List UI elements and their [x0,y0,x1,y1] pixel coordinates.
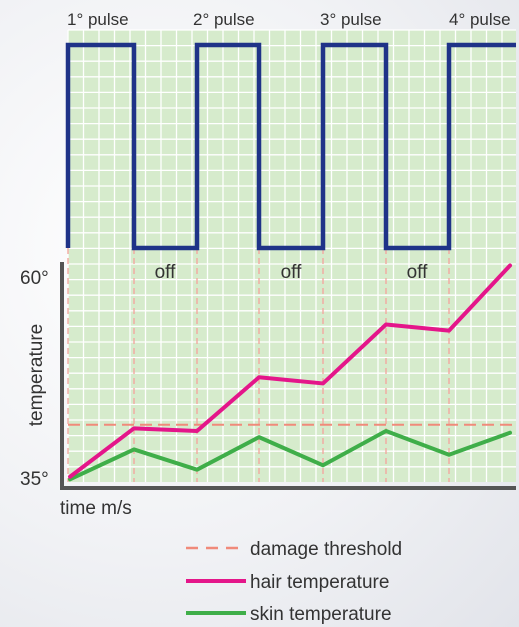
pulse-labels: 1° pulse 2° pulse 3° pulse 4° pulse [67,10,511,29]
pulse-label-3: 3° pulse [320,10,382,29]
y-axis-label: temperature [26,324,47,426]
pulse-label-4: 4° pulse [449,10,511,29]
grid-background [68,30,516,482]
y-tick-35: 35° [20,469,49,490]
off-label-3: off [407,262,429,283]
off-label-2: off [281,262,303,283]
pulse-signal [65,42,516,251]
off-label-1: off [155,262,177,283]
legend-label-damage-threshold: damage threshold [250,539,402,560]
pulse-label-2: 2° pulse [193,10,255,29]
hair-temperature-line [68,263,512,479]
y-tick-60: 60° [20,268,49,289]
x-axis-label: time m/s [60,498,132,519]
off-labels: off off off [155,262,429,283]
legend-label-hair-temperature: hair temperature [250,572,389,593]
pulse-boundary-lines [67,248,450,482]
skin-temperature-line [68,428,512,482]
legend-label-skin-temperature: skin temperature [250,604,392,625]
pulse-label-1: 1° pulse [67,10,129,29]
legend: damage threshold hair temperature skin t… [186,539,402,625]
y-axis [60,262,516,490]
